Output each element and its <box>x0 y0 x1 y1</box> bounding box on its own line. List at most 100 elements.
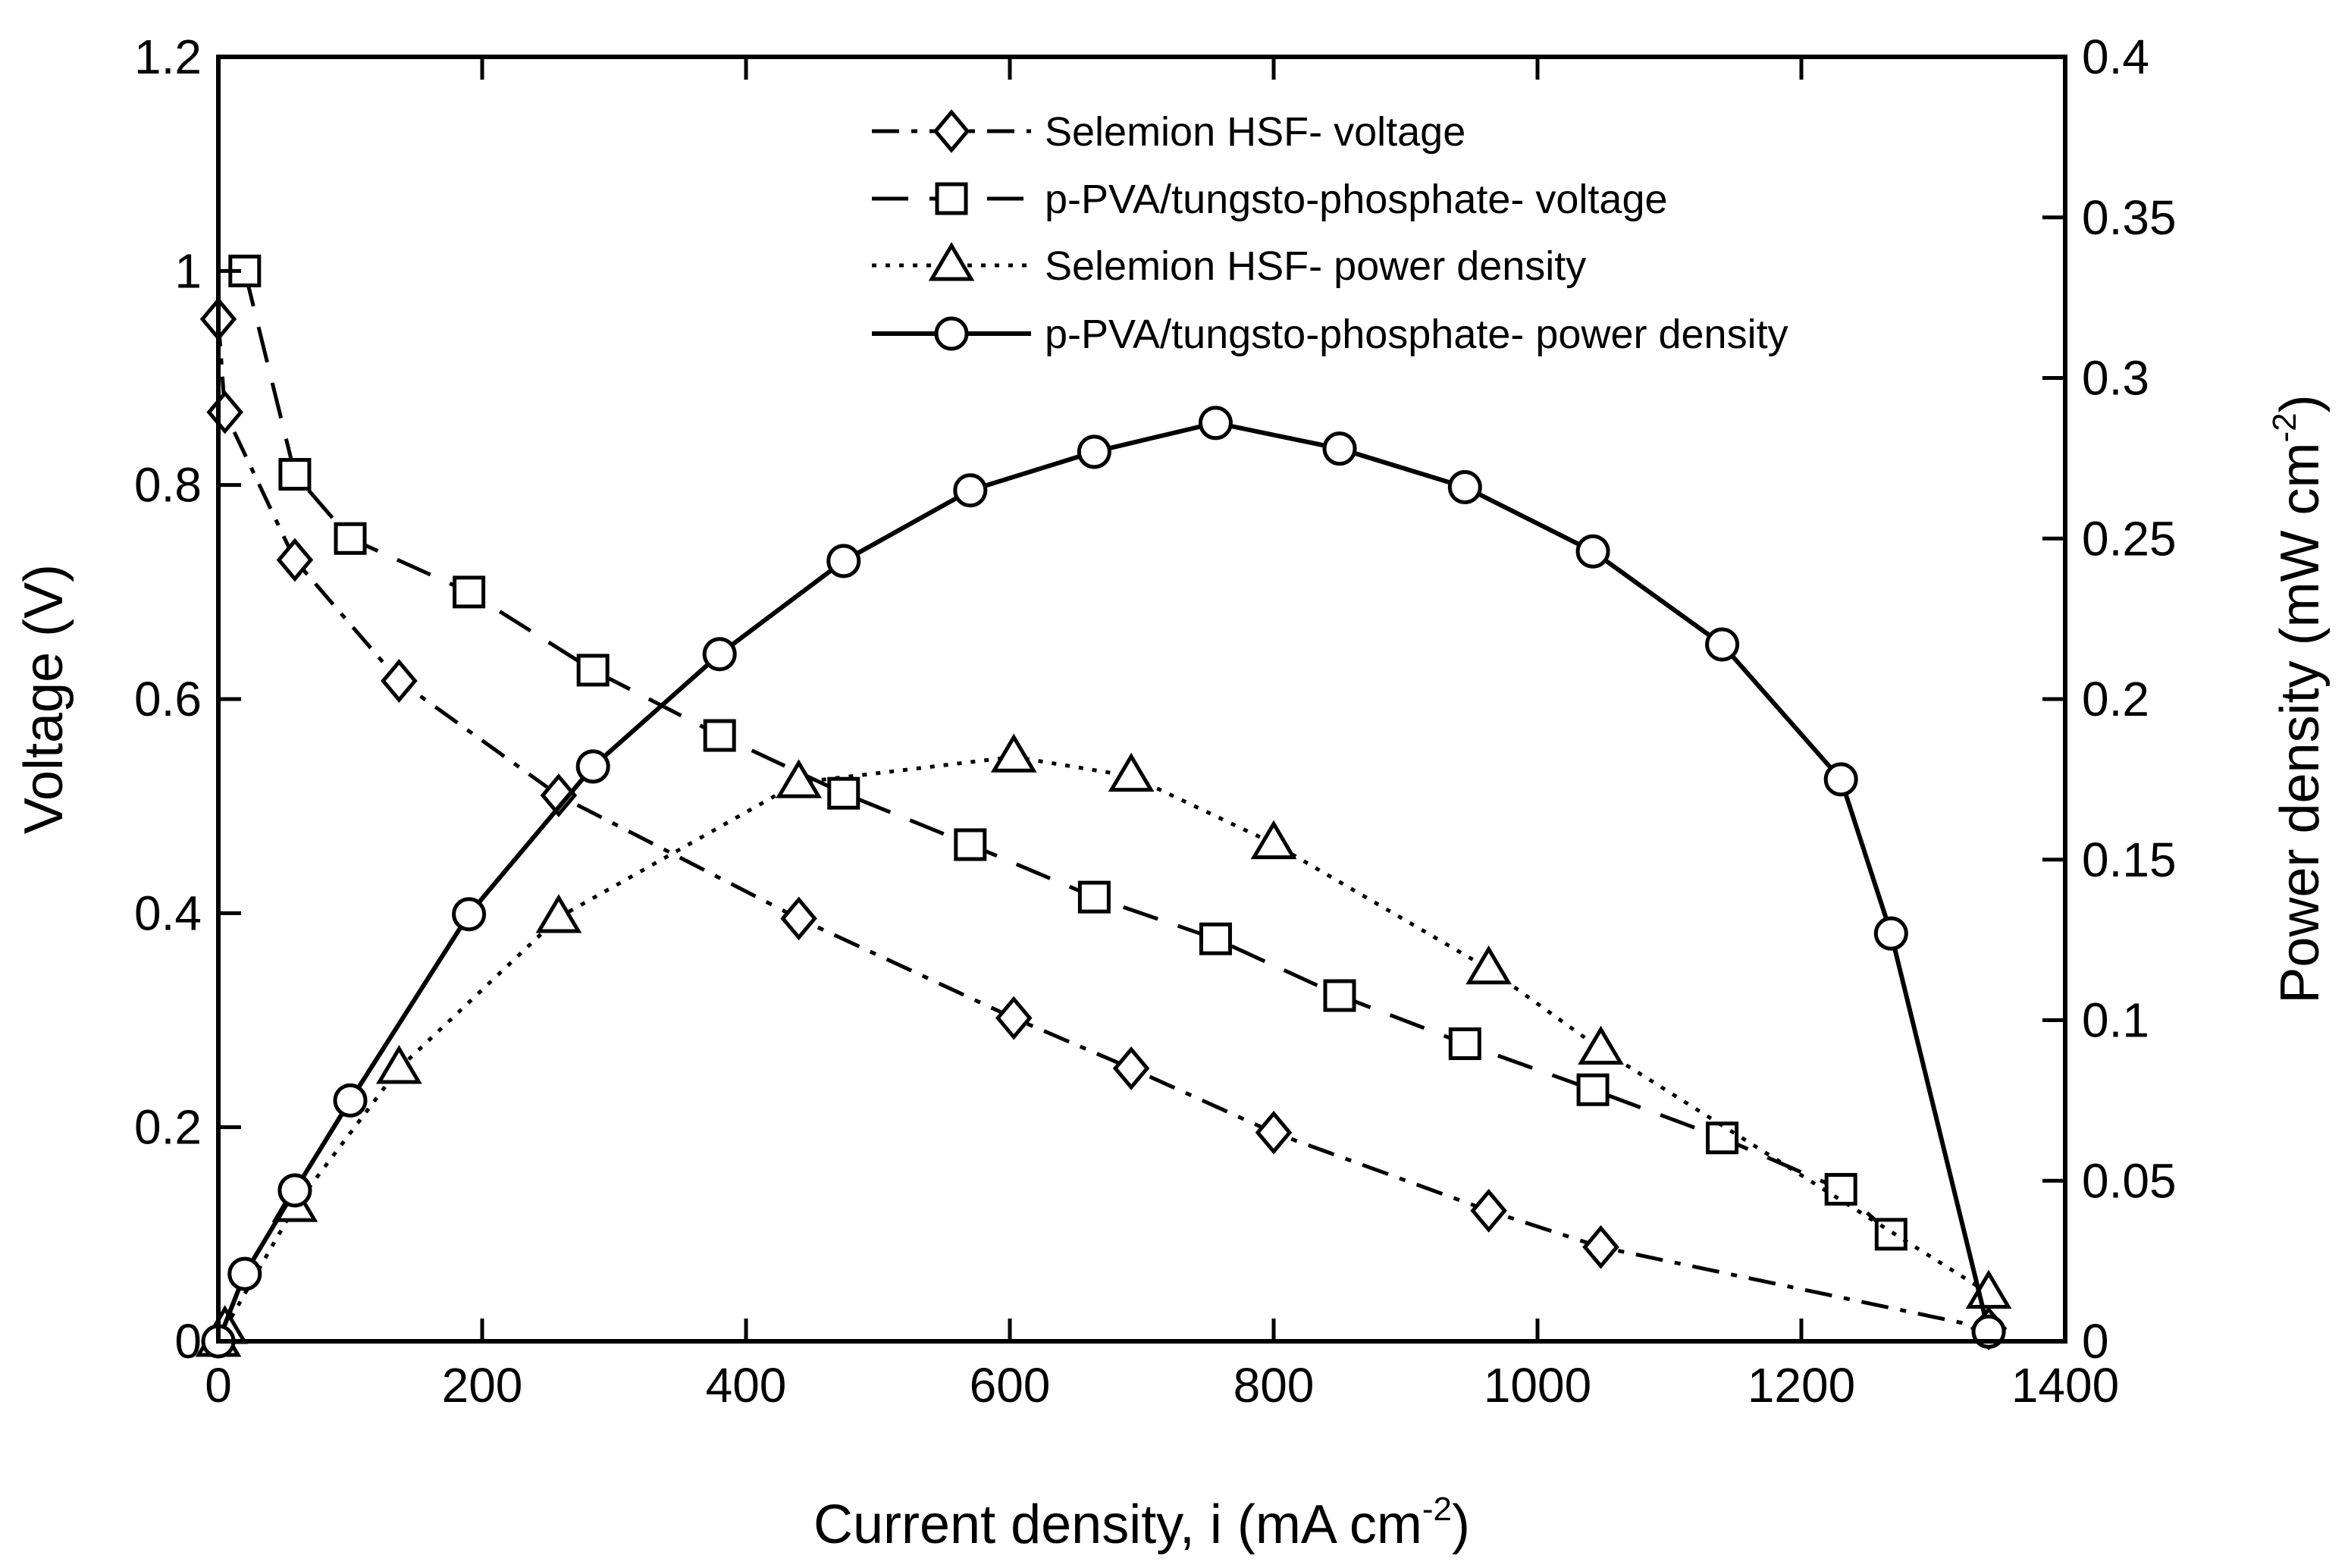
x-tick-label: 1400 <box>2011 1358 2119 1413</box>
x-axis-title-sup: -2 <box>1422 1491 1452 1528</box>
legend-bg <box>864 97 1956 370</box>
x-tick-label: 400 <box>706 1358 787 1413</box>
legend-label-selemion-hsf-voltage: Selemion HSF- voltage <box>1045 109 1465 155</box>
data-point-p-pva-tungsto-phosphate-voltage <box>1077 880 1111 914</box>
legend-label-selemion-hsf-power-density: Selemion HSF- power density <box>1045 243 1586 289</box>
legend-marker-p-pva-tungsto-phosphate-voltage <box>935 182 968 215</box>
y-right-axis-title: Power density (mW cm-2) <box>2266 394 2331 1003</box>
x-tick-label: 200 <box>442 1358 523 1413</box>
data-point-selemion-hsf-power-density <box>1465 945 1512 985</box>
y-right-axis-title-text: Power density (mW cm <box>2270 443 2331 1004</box>
y-right-tick-label: 0.15 <box>2082 833 2177 887</box>
y-left-tick-label: 0.8 <box>134 458 202 513</box>
y-right-tick-label: 0.35 <box>2082 190 2177 245</box>
data-point-selemion-hsf-voltage <box>780 896 817 941</box>
data-point-p-pva-tungsto-phosphate-voltage <box>703 719 736 752</box>
data-point-p-pva-tungsto-phosphate-voltage <box>1824 1173 1857 1206</box>
data-point-p-pva-tungsto-phosphate-power-density <box>826 544 861 579</box>
data-point-selemion-hsf-power-density <box>535 894 582 933</box>
data-point-p-pva-tungsto-phosphate-power-density <box>1575 534 1610 569</box>
data-point-p-pva-tungsto-phosphate-power-density <box>1823 762 1858 797</box>
legend: Selemion HSF- voltage p-PVA/tungsto-phosp… <box>864 97 1956 370</box>
series-line-p-pva-tungsto-phosphate-power-density <box>216 420 1991 1343</box>
data-point-selemion-hsf-voltage <box>1582 1225 1619 1269</box>
y-left-axis-title: Voltage (V) <box>14 564 74 834</box>
x-tick-label: 1000 <box>1484 1358 1591 1413</box>
data-point-selemion-hsf-power-density <box>375 1045 422 1084</box>
data-point-selemion-hsf-voltage <box>206 390 243 434</box>
data-point-p-pva-tungsto-phosphate-voltage <box>954 828 987 861</box>
data-point-p-pva-tungsto-phosphate-power-density <box>1077 434 1111 469</box>
data-point-p-pva-tungsto-phosphate-voltage <box>453 575 486 609</box>
y-right-tick-label: 0 <box>2082 1314 2109 1369</box>
x-tick-label: 600 <box>970 1358 1051 1413</box>
y-left-tick-label: 0 <box>174 1314 202 1369</box>
data-point-p-pva-tungsto-phosphate-power-density <box>953 473 988 508</box>
data-point-selemion-hsf-power-density <box>1578 1025 1624 1065</box>
legend-label-p-pva-tungsto-phosphate-voltage: p-PVA/tungsto-phosphate- voltage <box>1045 177 1668 222</box>
series-selemion-hsf-power-density <box>195 733 2012 1357</box>
legend-marker-selemion-hsf-power-density <box>928 242 975 281</box>
data-point-p-pva-tungsto-phosphate-power-density <box>452 897 487 932</box>
data-point-p-pva-tungsto-phosphate-power-density <box>277 1173 312 1208</box>
data-point-selemion-hsf-voltage <box>381 659 418 703</box>
series-line-selemion-hsf-voltage <box>216 318 1989 1331</box>
y-left-tick-label: 1 <box>174 243 202 298</box>
y-right-tick-label: 0.4 <box>2082 30 2149 84</box>
data-point-p-pva-tungsto-phosphate-voltage <box>1874 1218 1907 1251</box>
legend-marker-p-pva-tungsto-phosphate-power-density <box>934 316 969 351</box>
x-tick-label: 0 <box>205 1358 232 1413</box>
ticks-layer: 0 200 400 600 800 1000 1200 140000.20.40.60.811… <box>134 30 2177 1413</box>
data-point-p-pva-tungsto-phosphate-power-density <box>333 1083 368 1118</box>
x-axis-title-suffix: ) <box>1452 1494 1470 1555</box>
data-point-selemion-hsf-power-density <box>1250 820 1297 860</box>
data-point-p-pva-tungsto-phosphate-voltage <box>1199 922 1232 955</box>
data-point-p-pva-tungsto-phosphate-power-density <box>1198 406 1233 441</box>
data-point-selemion-hsf-power-density <box>776 759 822 798</box>
data-point-p-pva-tungsto-phosphate-power-density <box>227 1256 262 1291</box>
data-point-selemion-hsf-voltage <box>1470 1188 1507 1233</box>
x-tick-label: 800 <box>1233 1358 1315 1413</box>
data-point-p-pva-tungsto-phosphate-power-density <box>1322 431 1357 466</box>
data-point-selemion-hsf-voltage <box>1112 1046 1150 1090</box>
data-point-selemion-hsf-power-density <box>1108 752 1155 792</box>
x-axis-title: Current density, i (mA cm-2) <box>813 1491 1470 1555</box>
y-right-axis-title-suffix: ) <box>2270 394 2331 412</box>
series-line-selemion-hsf-power-density <box>216 754 1990 1343</box>
data-point-p-pva-tungsto-phosphate-voltage <box>1323 979 1356 1012</box>
data-point-selemion-hsf-voltage <box>1255 1110 1293 1155</box>
y-right-tick-label: 0.1 <box>2082 993 2149 1048</box>
data-point-p-pva-tungsto-phosphate-voltage <box>827 776 860 810</box>
data-point-p-pva-tungsto-phosphate-voltage <box>576 654 610 687</box>
data-point-p-pva-tungsto-phosphate-voltage <box>278 458 312 491</box>
y-right-tick-label: 0.2 <box>2082 672 2149 726</box>
series-p-pva-tungsto-phosphate-voltage <box>228 254 1907 1251</box>
x-axis-title-text: Current density, i (mA cm <box>813 1494 1422 1555</box>
data-point-p-pva-tungsto-phosphate-power-density <box>1873 916 1908 951</box>
legend-marker-selemion-hsf-voltage <box>933 109 970 153</box>
data-point-p-pva-tungsto-phosphate-voltage <box>1576 1073 1610 1106</box>
y-right-axis-title-sup: -2 <box>2266 412 2303 442</box>
data-point-p-pva-tungsto-phosphate-power-density <box>575 749 610 784</box>
y-right-tick-label: 0.25 <box>2082 511 2177 566</box>
data-point-selemion-hsf-voltage <box>276 538 314 582</box>
x-tick-label: 1200 <box>1748 1358 1855 1413</box>
y-right-tick-label: 0.05 <box>2082 1153 2177 1208</box>
data-point-p-pva-tungsto-phosphate-power-density <box>1447 469 1482 504</box>
data-point-p-pva-tungsto-phosphate-power-density <box>1705 627 1740 662</box>
series-p-pva-tungsto-phosphate-power-density <box>201 406 2006 1359</box>
data-point-selemion-hsf-voltage <box>995 996 1033 1040</box>
y-left-tick-label: 0.4 <box>134 886 202 940</box>
y-left-tick-label: 0.2 <box>134 1100 202 1155</box>
data-point-p-pva-tungsto-phosphate-power-density <box>702 637 737 672</box>
data-point-p-pva-tungsto-phosphate-voltage <box>1448 1027 1481 1061</box>
series-layer <box>195 254 2012 1359</box>
data-point-p-pva-tungsto-phosphate-voltage <box>1706 1121 1739 1155</box>
data-point-selemion-hsf-power-density <box>990 733 1037 773</box>
y-left-tick-label: 0.6 <box>134 672 202 726</box>
legend-label-p-pva-tungsto-phosphate-power-density: p-PVA/tungsto-phosphate- power density <box>1045 312 1788 357</box>
y-left-tick-label: 1.2 <box>134 30 202 84</box>
y-right-tick-label: 0.3 <box>2082 351 2149 406</box>
data-point-p-pva-tungsto-phosphate-voltage <box>334 522 367 555</box>
